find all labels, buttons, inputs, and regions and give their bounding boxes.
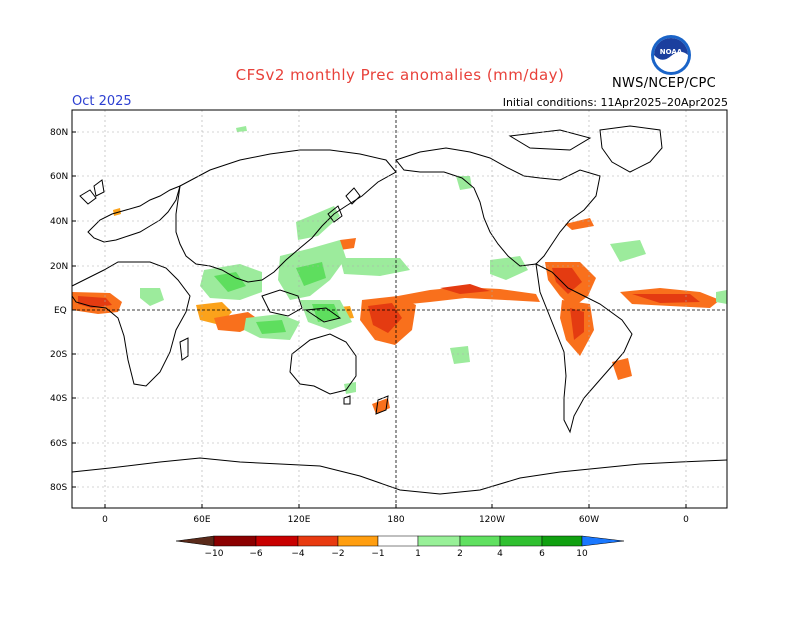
colorbar-label: −4 (291, 549, 305, 559)
colorbar-label: −10 (205, 549, 224, 559)
dry-anomaly-regions (72, 208, 720, 414)
lon-label: 120E (288, 515, 311, 525)
colorbar-swatch (213, 535, 257, 547)
lat-label: EQ (54, 306, 67, 316)
colorbar-high-arrow (581, 535, 625, 547)
lon-label: 0 (683, 515, 689, 525)
lon-label: 180 (387, 515, 404, 525)
colorbar-swatch (297, 535, 339, 547)
lat-label: 60S (50, 439, 67, 449)
svg-text:NOAA: NOAA (660, 48, 683, 56)
lon-label: 60W (579, 515, 599, 525)
wet-anomaly-regions (140, 126, 727, 394)
colorbar-swatch (499, 535, 543, 547)
agency-label: NWS/NCEP/CPC (612, 76, 717, 91)
colorbar-swatch (377, 535, 419, 547)
lat-label: 60N (50, 172, 68, 182)
lon-label: 0 (102, 515, 108, 525)
lat-label: 20N (50, 262, 68, 272)
colorbar-label: 2 (457, 549, 463, 559)
colorbar-swatch (255, 535, 299, 547)
map-title: CFSv2 monthly Prec anomalies (mm/day) (235, 66, 565, 84)
colorbar-label: 4 (497, 549, 503, 559)
lat-label: 40S (50, 394, 67, 404)
initial-conditions: Initial conditions: 11Apr2025–20Apr2025 (502, 96, 728, 109)
lon-label: 120W (479, 515, 505, 525)
colorbar-swatch (459, 535, 501, 547)
noaa-logo-icon: NOAA (651, 35, 691, 75)
colorbar-low-arrow (175, 535, 215, 547)
colorbar: −10 −6 −4 −2 −1 1 2 4 6 10 (175, 535, 625, 559)
map-frame (71, 109, 728, 509)
longitude-labels: 0 60E 120E 180 120W 60W 0 (102, 515, 689, 525)
colorbar-label: −6 (249, 549, 263, 559)
colorbar-label: −1 (371, 549, 384, 559)
lon-label: 60E (193, 515, 210, 525)
colorbar-label: −2 (331, 549, 344, 559)
colorbar-swatch (337, 535, 379, 547)
lat-label: 20S (50, 350, 67, 360)
lat-label: 40N (50, 217, 68, 227)
colorbar-swatch (417, 535, 461, 547)
colorbar-label: 10 (576, 549, 588, 559)
graticule (72, 110, 727, 508)
colorbar-label: 6 (539, 549, 545, 559)
coastlines (71, 125, 728, 495)
colorbar-swatch (541, 535, 583, 547)
forecast-month: Oct 2025 (72, 94, 132, 109)
lat-label: 80N (50, 128, 68, 138)
lat-label: 80S (50, 483, 67, 493)
colorbar-label: 1 (415, 549, 421, 559)
latitude-labels: 80N 60N 40N 20N EQ 20S 40S 60S 80S (50, 128, 68, 493)
axis-ticks (72, 131, 687, 508)
